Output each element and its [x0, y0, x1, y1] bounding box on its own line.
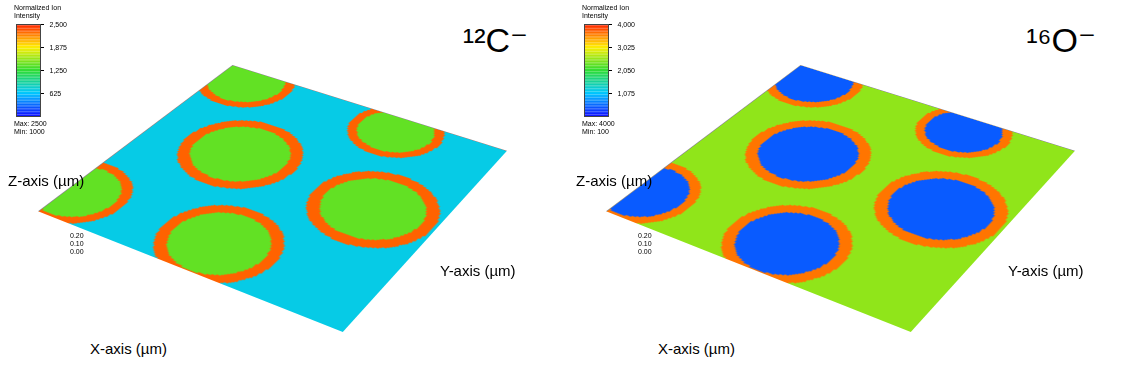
html-text:Y-axis (µm): Y-axis (µm): [440, 262, 516, 279]
html-text:0.10: 0.10: [70, 240, 84, 247]
html-text:X-axis (µm): X-axis (µm): [90, 340, 167, 357]
svg-text:1,075: 1,075: [618, 90, 636, 97]
html-text:Min: 1000: Min: 1000: [14, 128, 45, 135]
html-text:¹⁶O⁻: ¹⁶O⁻: [1026, 21, 1096, 59]
html-text:Normalized Ion Intensity: Normalized Ion Intensity: [14, 4, 62, 19]
html-text:Max: 4000: Max: 4000: [582, 120, 615, 127]
svg-text:1,250: 1,250: [50, 67, 68, 74]
html-text:Y-axis (µm): Y-axis (µm): [1008, 262, 1084, 279]
html-text:Normalized Ion Intensity: Normalized Ion Intensity: [582, 4, 630, 19]
svg-text:2,500: 2,500: [50, 21, 68, 28]
html-text:X-axis (µm): X-axis (µm): [658, 340, 735, 357]
svg-text:2,050: 2,050: [618, 67, 636, 74]
html-text:0.00: 0.00: [638, 248, 652, 255]
svg-text:3,025: 3,025: [618, 44, 636, 51]
html-text:0.20: 0.20: [638, 232, 652, 239]
html-text:Z-axis (µm): Z-axis (µm): [8, 172, 85, 189]
html-text:0.20: 0.20: [70, 232, 84, 239]
svg-text:1,875: 1,875: [50, 44, 68, 51]
html-text:Z-axis (µm): Z-axis (µm): [576, 172, 653, 189]
svg-text:625: 625: [50, 90, 62, 97]
html-text:Min: 100: Min: 100: [582, 128, 609, 135]
html-text:¹²C⁻: ¹²C⁻: [462, 21, 528, 59]
svg-text:4,000: 4,000: [618, 21, 636, 28]
html-text:0.00: 0.00: [70, 248, 84, 255]
html-text:Max: 2500: Max: 2500: [14, 120, 47, 127]
html-text:0.10: 0.10: [638, 240, 652, 247]
